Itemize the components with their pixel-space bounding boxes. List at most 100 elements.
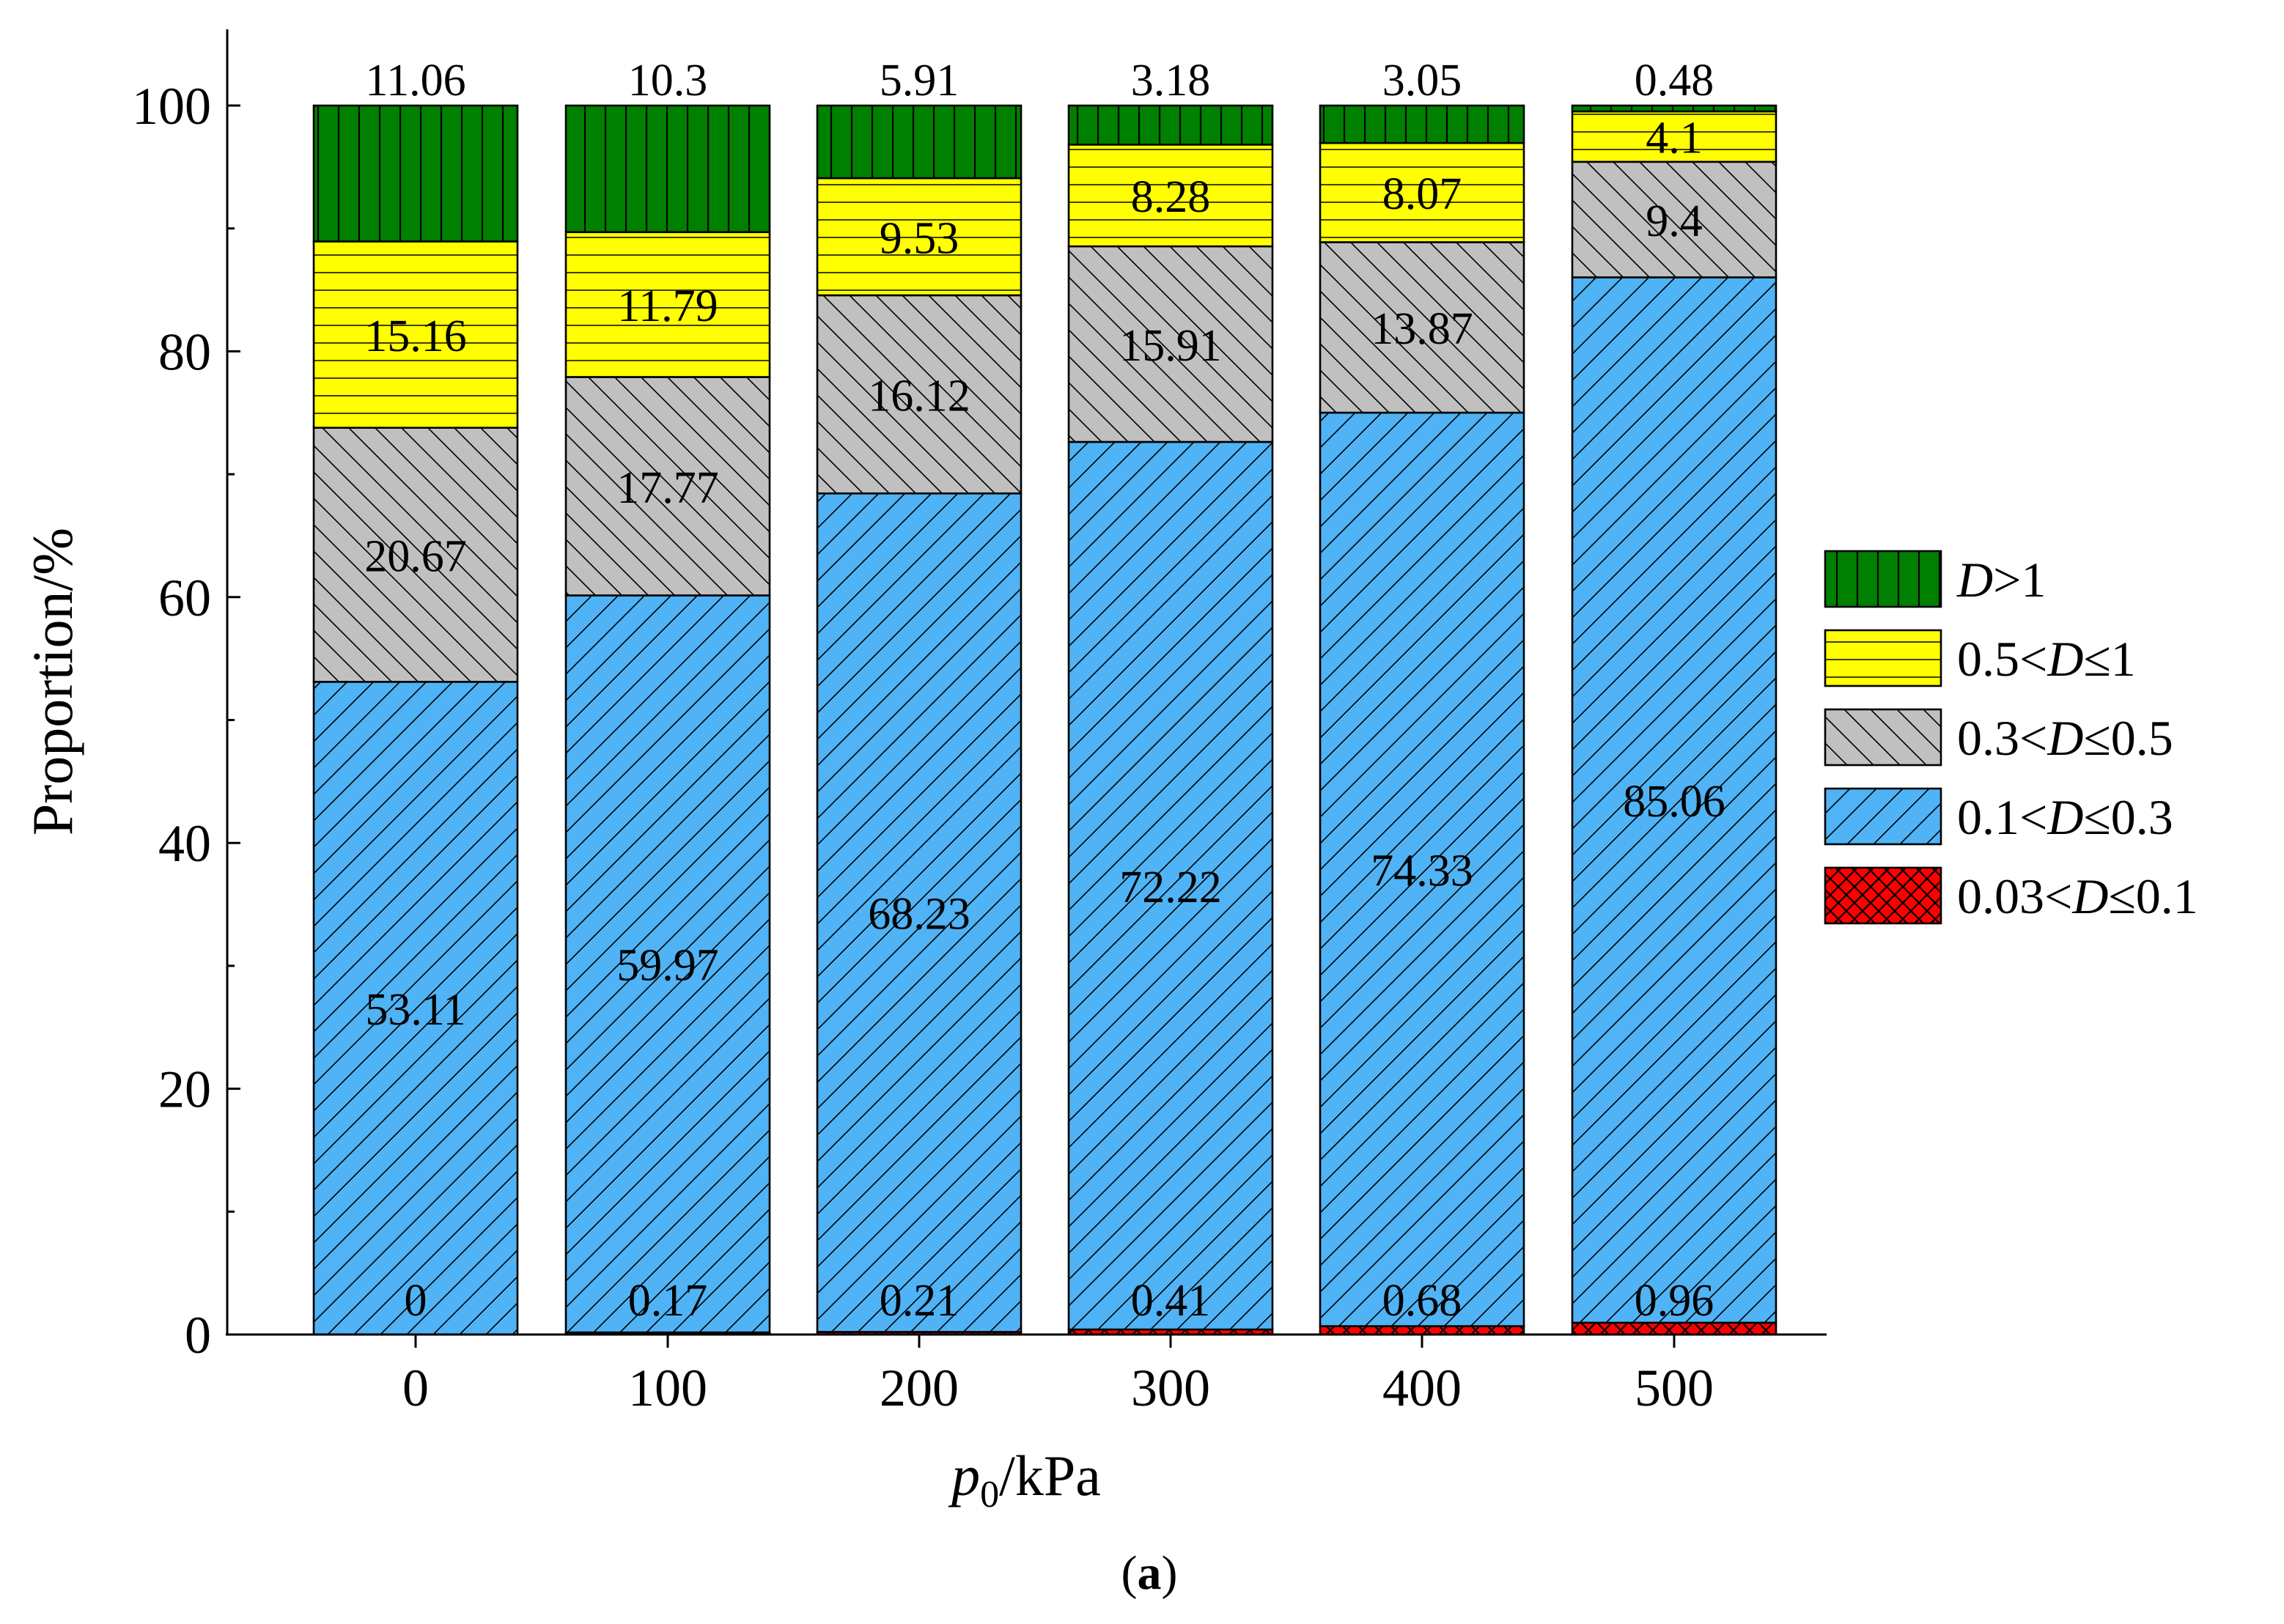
data-label-0-5-d-1-200: 9.53 xyxy=(880,213,959,263)
data-label-0-5-d-1-400: 8.07 xyxy=(1382,169,1462,219)
legend-label-var: D xyxy=(2047,710,2083,766)
y-ticks: 0 20 40 60 80 100 xyxy=(132,77,240,1365)
bar-hatch-0-3-d-0-5-300 xyxy=(1069,246,1272,442)
bar-segment-0-3-d-0-5-0 xyxy=(312,427,519,683)
bar-segment-0-1-d-0-3-100 xyxy=(564,594,771,1334)
data-label-0-03-d-0-1-200: 0.21 xyxy=(880,1276,959,1326)
data-label-0-3-d-0-5-0: 20.67 xyxy=(364,531,467,581)
data-label-0-1-d-0-3-500: 85.06 xyxy=(1623,777,1725,827)
y-tick-label-40: 40 xyxy=(158,814,211,873)
bar-hatch-0-03-d-0-1-300 xyxy=(1069,1329,1272,1335)
x-axis-label-var: p xyxy=(948,1444,980,1507)
legend-label-0-3-d-0-5: 0.3<D≤0.5 xyxy=(1957,710,2173,766)
data-label-0-3-d-0-5-400: 13.87 xyxy=(1371,304,1473,354)
y-tick-label-60: 60 xyxy=(158,569,211,627)
bar-hatch-0-1-d-0-3-100 xyxy=(566,595,770,1333)
data-label-0-3-d-0-5-100: 17.77 xyxy=(616,463,719,513)
bar-segment-0-5-d-1-400 xyxy=(1319,141,1525,243)
data-label-0-03-d-0-1-500: 0.96 xyxy=(1635,1276,1714,1326)
data-label-d-1-400: 3.05 xyxy=(1382,56,1462,106)
bar-segment-d-1-0 xyxy=(312,104,519,243)
caption-letter: a xyxy=(1138,1546,1162,1600)
legend-label-0-1-d-0-3: 0.1<D≤0.3 xyxy=(1957,789,2173,845)
bar-hatch-0-3-d-0-5-100 xyxy=(566,377,770,596)
bar-hatch-0-1-d-0-3-300 xyxy=(1069,441,1272,1330)
data-label-0-1-d-0-3-0: 53.11 xyxy=(365,985,465,1035)
data-label-d-1-200: 5.91 xyxy=(880,56,959,106)
bar-outline-d-1-400 xyxy=(1319,104,1525,144)
bar-outline-d-1-500 xyxy=(1571,104,1778,113)
data-label-0-03-d-0-1-400: 0.68 xyxy=(1382,1276,1462,1326)
legend-label-post: ≤1 xyxy=(2083,631,2135,687)
bar-hatch-d-1-500 xyxy=(1572,106,1776,112)
data-label-d-1-0: 11.06 xyxy=(365,56,465,106)
bar-segment-0-5-d-1-500 xyxy=(1571,110,1778,163)
legend-label-pre: 0.03< xyxy=(1957,868,2072,924)
legend-item-d-1: D>1 xyxy=(1824,550,2046,608)
data-label-0-5-d-1-500: 4.1 xyxy=(1646,114,1703,163)
legend-label-post: >1 xyxy=(1993,552,2046,608)
bar-segment-0-1-d-0-3-500 xyxy=(1571,276,1778,1324)
legend: D>10.5<D≤10.3<D≤0.50.1<D≤0.30.03<D≤0.1 xyxy=(1824,550,2198,925)
legend-swatch-outline-0-1-d-0-3 xyxy=(1824,787,1942,846)
legend-swatch-hatch-0-03-d-0-1 xyxy=(1825,868,1941,923)
y-tick-label-0: 0 xyxy=(185,1306,211,1365)
data-label-0-1-d-0-3-300: 72.22 xyxy=(1119,863,1222,912)
data-label-0-1-d-0-3-200: 68.23 xyxy=(868,890,970,940)
legend-label-pre: 0.3< xyxy=(1957,710,2047,766)
bar-hatch-0-1-d-0-3-400 xyxy=(1320,413,1524,1326)
legend-label-var: D xyxy=(2071,868,2108,924)
bar-hatch-0-03-d-0-1-400 xyxy=(1320,1326,1524,1335)
legend-label-var: D xyxy=(1956,552,1993,608)
bar-hatch-0-3-d-0-5-500 xyxy=(1572,161,1776,278)
bar-segment-0-1-d-0-3-300 xyxy=(1067,440,1274,1331)
legend-item-0-1-d-0-3: 0.1<D≤0.3 xyxy=(1824,787,2173,846)
bar-segment-0-3-d-0-5-100 xyxy=(564,376,771,597)
bar-hatch-0-5-d-1-100 xyxy=(566,232,770,377)
legend-swatch-hatch-d-1 xyxy=(1825,551,1941,607)
bar-segment-d-1-500 xyxy=(1571,104,1778,113)
data-label-d-1-500: 0.48 xyxy=(1635,56,1714,106)
legend-label-var: D xyxy=(2047,631,2083,687)
legend-item-0-03-d-0-1: 0.03<D≤0.1 xyxy=(1824,866,2198,925)
bar-outline-d-1-100 xyxy=(564,104,771,234)
x-tick-label-0: 0 xyxy=(402,1359,429,1417)
bar-hatch-0-1-d-0-3-0 xyxy=(314,682,517,1335)
bar-segment-d-1-200 xyxy=(816,104,1023,180)
bar-hatch-0-3-d-0-5-0 xyxy=(314,427,517,682)
bar-segment-0-5-d-1-100 xyxy=(564,231,771,378)
bar-segment-d-1-100 xyxy=(564,104,771,234)
bar-hatch-0-5-d-1-300 xyxy=(1069,144,1272,247)
bar-segment-0-3-d-0-5-500 xyxy=(1571,160,1778,278)
bar-outline-d-1-200 xyxy=(816,104,1023,180)
bar-segment-0-5-d-1-0 xyxy=(312,240,519,429)
bar-hatch-d-1-100 xyxy=(566,106,770,232)
bar-segment-0-3-d-0-5-200 xyxy=(816,294,1023,495)
bar-segment-0-03-d-0-1-400 xyxy=(1319,1325,1525,1336)
y-axis-label: Proportion/% xyxy=(21,528,84,835)
bar-hatch-0-1-d-0-3-500 xyxy=(1572,277,1776,1323)
bar-hatch-d-1-0 xyxy=(314,106,517,242)
bar-hatch-0-5-d-1-500 xyxy=(1572,111,1776,162)
x-tick-label-300: 300 xyxy=(1131,1359,1210,1417)
data-label-0-03-d-0-1-0: 0 xyxy=(405,1276,427,1326)
data-label-0-3-d-0-5-500: 9.4 xyxy=(1646,196,1703,246)
bar-hatch-0-03-d-0-1-200 xyxy=(817,1332,1021,1335)
bar-segment-0-1-d-0-3-0 xyxy=(312,681,519,1336)
figure-caption: (a) xyxy=(1121,1546,1178,1600)
bar-segment-0-3-d-0-5-400 xyxy=(1319,241,1525,414)
x-axis-label-unit: /kPa xyxy=(999,1444,1101,1507)
data-label-0-5-d-1-100: 11.79 xyxy=(617,281,718,331)
legend-label-post: ≤0.1 xyxy=(2108,868,2198,924)
legend-label-0-03-d-0-1: 0.03<D≤0.1 xyxy=(1957,868,2198,924)
bar-hatch-0-5-d-1-400 xyxy=(1320,143,1524,243)
data-label-d-1-300: 3.18 xyxy=(1131,56,1211,106)
data-label-0-1-d-0-3-400: 74.33 xyxy=(1371,846,1473,896)
legend-swatch-hatch-0-5-d-1 xyxy=(1825,630,1941,686)
data-label-0-5-d-1-0: 15.16 xyxy=(364,311,467,361)
legend-label-0-5-d-1: 0.5<D≤1 xyxy=(1957,631,2136,687)
legend-item-0-3-d-0-5: 0.3<D≤0.5 xyxy=(1824,708,2173,767)
x-tick-label-100: 100 xyxy=(628,1359,707,1417)
legend-item-0-5-d-1: 0.5<D≤1 xyxy=(1824,629,2136,687)
